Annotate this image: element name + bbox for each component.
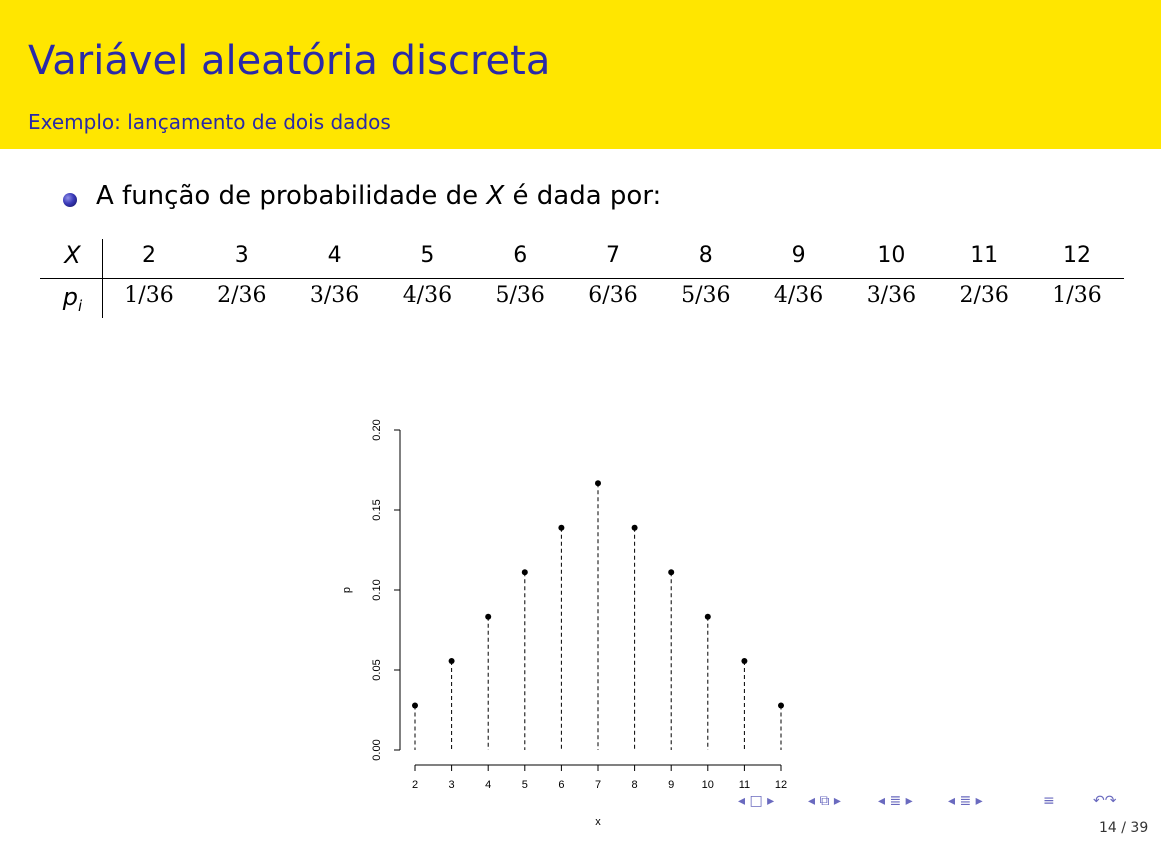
nav-first-icon[interactable]: ◂ □ ▸ [738, 793, 775, 809]
table-vertical-rule [102, 239, 103, 318]
x-tick-label: 7 [595, 779, 601, 791]
x-tick-label: 8 [632, 779, 638, 791]
table-cell-x: 5 [420, 243, 435, 268]
table-cell-p: 5/36 [681, 283, 731, 308]
x-tick-label: 6 [558, 779, 564, 791]
data-point [485, 613, 492, 620]
table-cell-x: 2 [142, 243, 156, 268]
table-row-label-x: X [64, 241, 81, 269]
bullet-text-before: A função de probabilidade de [96, 181, 487, 211]
y-tick-label: 0.10 [371, 579, 383, 600]
y-tick-label: 0.20 [371, 419, 383, 440]
beamer-navigation: ◂ □ ▸ ◂ ⧉ ▸ ◂ ≣ ▸ ◂ ≣ ▸ ≡ ↶↷ [738, 793, 1158, 813]
x-tick-label: 12 [775, 779, 787, 791]
data-point [521, 569, 528, 576]
table-cell-x: 10 [877, 243, 906, 268]
data-point [668, 569, 675, 576]
y-axis-label: p [341, 587, 353, 593]
x-tick-label: 5 [522, 779, 528, 791]
slide-title: Variável aleatória discreta [28, 38, 551, 84]
table-cell-p: 3/36 [309, 283, 360, 308]
nav-search-icon[interactable]: ↶↷ [1093, 793, 1117, 809]
table-cell-p: 4/36 [773, 283, 824, 308]
nav-section-icon[interactable]: ◂ ≣ ▸ [878, 793, 913, 809]
table-cell-p: 1/36 [124, 283, 174, 308]
table-cell-x: 6 [513, 243, 528, 268]
table-cell-x: 11 [970, 243, 999, 268]
nav-subsection-icon[interactable]: ◂ ≣ ▸ [948, 793, 983, 809]
x-tick-label: 10 [702, 779, 714, 791]
table-cell-x: 12 [1063, 243, 1091, 268]
table-cell-p: 6/36 [588, 283, 638, 308]
table-cell-x: 3 [234, 243, 249, 268]
nav-align-icon[interactable]: ≡ [1043, 793, 1055, 809]
x-tick-label: 11 [739, 779, 750, 791]
table-cell-p: 5/36 [495, 283, 545, 308]
probability-chart: 0.00 0.05 0.10 0.15 0.20 2 3 4 5 6 7 8 9 10 11 12 x p [341, 419, 787, 828]
data-point [704, 613, 711, 620]
bullet-text-after: é dada por: [504, 181, 662, 211]
table-row-label-p-main: p [62, 283, 79, 311]
y-tick-label: 0.15 [371, 499, 383, 520]
nav-frame-icon[interactable]: ◂ ⧉ ▸ [808, 793, 841, 809]
table-cell-p: 2/36 [959, 283, 1009, 308]
x-axis-label: x [595, 816, 601, 828]
data-point [558, 524, 565, 531]
table-cell-p: 3/36 [866, 283, 917, 308]
x-tick-label: 2 [412, 779, 418, 791]
table-row-label-p: pi [50, 283, 95, 315]
x-tick-label: 3 [449, 779, 455, 791]
slide-subtitle: Exemplo: lançamento de dois dados [28, 110, 391, 134]
bullet-text: A função de probabilidade de X é dada po… [96, 181, 661, 211]
y-tick-label: 0.00 [371, 739, 383, 760]
table-cell-x: 8 [698, 243, 713, 268]
bullet-ball-icon [63, 193, 77, 207]
data-point [448, 658, 455, 665]
y-tick-label: 0.05 [371, 659, 383, 680]
data-point [595, 480, 601, 487]
table-cell-x: 4 [327, 243, 342, 268]
data-point [741, 658, 748, 665]
table-cell-p: 1/36 [1052, 283, 1102, 308]
table-cell-x: 9 [791, 243, 806, 268]
table-cell-p: 2/36 [217, 283, 267, 308]
x-tick-label: 4 [485, 779, 491, 791]
data-point [631, 524, 638, 531]
x-tick-label: 9 [668, 779, 674, 791]
slide-header: Variável aleatória discreta Exemplo: lan… [0, 0, 1161, 149]
bullet-variable: X [486, 181, 505, 211]
probability-table: X pi 2 3 4 5 6 7 8 9 10 11 12 1/36 2/36 3/36 4/36 5/36… [40, 235, 1124, 320]
data-point [778, 702, 784, 709]
table-cell-x: 7 [606, 243, 620, 268]
table-cell-p: 4/36 [402, 283, 453, 308]
table-row-label-p-sub: i [78, 296, 83, 315]
page-number: 14 / 39 [1099, 820, 1149, 836]
table-horizontal-rule [40, 278, 1124, 279]
data-point [412, 702, 418, 709]
